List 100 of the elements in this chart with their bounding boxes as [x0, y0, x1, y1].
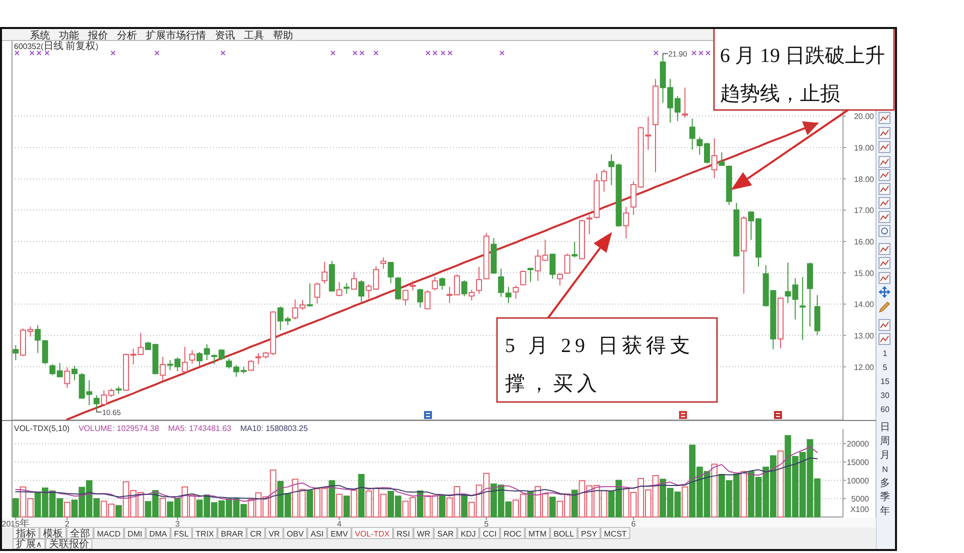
y-tick-label: 10000 — [846, 476, 870, 486]
bar — [328, 480, 336, 518]
candlestick — [468, 289, 475, 301]
text: 1 5 15 30 60 — [880, 349, 890, 414]
tab: DMA — [146, 527, 170, 539]
tab: 关联报价 — [45, 538, 92, 550]
tab: OBV — [283, 527, 308, 539]
candlestick — [527, 268, 534, 282]
tab: CCI — [479, 527, 500, 539]
candlestick — [358, 280, 364, 302]
x-tick-label: 3 — [175, 520, 180, 528]
candlestick — [623, 206, 630, 239]
candlestick — [733, 202, 740, 257]
candlestick — [512, 284, 519, 300]
line-series — [15, 446, 818, 502]
y-tick-label: 15.00 — [854, 268, 875, 278]
tab: CR — [246, 527, 266, 539]
candlestick — [806, 262, 813, 328]
tab: BRAR — [217, 527, 247, 539]
candlestick — [12, 344, 19, 361]
candlestick — [306, 282, 313, 308]
candlestick — [189, 350, 196, 364]
bar — [549, 496, 556, 518]
candlestick — [572, 241, 578, 258]
text: MA10: 1580803.25 — [240, 424, 308, 433]
chart-title: 600352(日线 前复权) — [14, 40, 99, 52]
x-tick-label: 2 — [64, 520, 70, 528]
tab: ROC — [500, 527, 525, 539]
bar — [571, 490, 578, 518]
candlestick — [740, 216, 747, 294]
y-tick-label: 5000 — [851, 494, 870, 504]
candlestick — [64, 366, 70, 389]
tab: 模板 — [40, 527, 66, 540]
candlestick — [424, 290, 431, 310]
y-tick-label: 13.00 — [854, 331, 875, 340]
y-tick-label: 14.00 — [854, 300, 875, 310]
tab: WR — [414, 527, 434, 539]
bar — [115, 505, 122, 518]
text: 日周月N多季年 — [880, 422, 890, 517]
tab: VOL-TDX — [352, 527, 393, 539]
candlestick — [520, 270, 526, 286]
candlestick — [461, 280, 468, 297]
x-tick-label: 6 — [631, 520, 636, 528]
candlestick — [380, 256, 386, 270]
annotation: 5 月 29 日获得支撑，买入 — [505, 335, 694, 395]
candlestick — [42, 340, 48, 365]
candlestick — [94, 394, 100, 410]
y-tick-label: 16.00 — [854, 237, 875, 246]
candlestick — [800, 276, 806, 341]
candlestick — [72, 366, 78, 381]
chart-title: VOL-TDX(5,10) — [14, 424, 70, 433]
y-tick-label: 20000 — [846, 440, 870, 449]
tab: DMI — [124, 527, 146, 539]
annotation: VOLUME: 1029574.38 — [78, 424, 160, 433]
candlestick — [814, 294, 820, 336]
y-tick-label: 20.00 — [854, 112, 875, 122]
candlestick — [483, 232, 490, 280]
candlestick — [322, 261, 328, 284]
candlestick — [344, 282, 350, 294]
tab: MTM — [524, 527, 550, 539]
y-tick-label: 19.00 — [854, 143, 875, 152]
tab: ASI — [307, 527, 327, 539]
annotation: 系统 功能 报价 分析 扩展市场行情 资讯 工具 帮助 — [30, 30, 293, 42]
tab: 全部 — [66, 527, 94, 540]
candlestick — [652, 78, 659, 173]
tab: MACD — [94, 527, 124, 539]
bar — [358, 474, 365, 518]
candlestick — [682, 87, 688, 118]
candlestick — [476, 266, 482, 294]
candlestick — [439, 276, 446, 290]
candlestick — [182, 346, 188, 373]
text: MA5: 1743481.63 — [168, 424, 232, 433]
candlestick — [550, 253, 556, 280]
candlestick — [556, 272, 563, 286]
bar — [461, 494, 468, 518]
annotation: 6 月 19 日跌破上升趋势线，止损 — [720, 45, 885, 105]
bar — [306, 490, 314, 518]
line-series — [15, 457, 818, 500]
candlestick — [34, 324, 41, 354]
tab: BOLL — [550, 527, 578, 539]
tab: TRIX — [192, 527, 218, 539]
bar — [343, 496, 350, 518]
tab: MCST — [600, 527, 630, 539]
candlestick — [778, 296, 784, 349]
candlestick — [417, 288, 424, 308]
tab: SAR — [434, 527, 458, 539]
bar — [439, 494, 446, 518]
candlestick — [718, 152, 725, 166]
y-tick-label: 15000 — [846, 458, 870, 467]
y-axis-title: X100 — [850, 505, 870, 514]
candlestick — [336, 281, 342, 297]
tab: KDJ — [457, 527, 480, 539]
bar — [416, 490, 424, 518]
tab: FSL — [170, 527, 192, 539]
candlestick — [432, 276, 438, 291]
candlestick — [564, 253, 570, 274]
y-tick-label: 17.00 — [854, 206, 875, 216]
candlestick — [726, 165, 732, 206]
candlestick — [388, 261, 394, 284]
candlestick — [689, 118, 696, 150]
